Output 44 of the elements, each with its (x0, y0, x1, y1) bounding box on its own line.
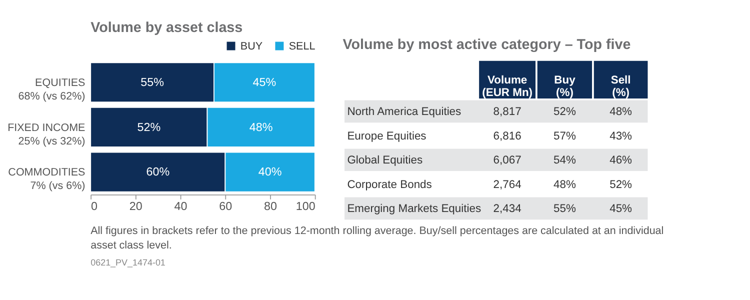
data-label: 52% (137, 120, 161, 134)
data-label: 40% (258, 166, 282, 179)
text: 52% (610, 178, 632, 191)
category-label: Global Equities (347, 154, 423, 167)
x-tick-label: 80 (264, 200, 278, 214)
y-tick-label: COMMODITIES 7% (vs 6%) (8, 166, 86, 192)
legend-label: BUY (240, 40, 263, 53)
category-label: Buy (%) (554, 74, 576, 99)
text: 6,816 (493, 130, 522, 142)
y-tick-label: FIXED INCOME 25% (vs 32%) (8, 122, 86, 148)
x-tick-label: 0 (91, 200, 98, 214)
category-label: Volume (EUR Mn) (482, 74, 533, 99)
text: 8,817 (493, 106, 522, 118)
data-label: 60% (146, 166, 170, 179)
text: 6,067 (493, 154, 522, 167)
chart-title: Volume by asset class (90, 20, 243, 36)
text: 52% (554, 106, 576, 118)
text: 45% (610, 202, 632, 215)
text: All figures in brackets refer to the previous 12-month rolling average. Buy/sell percentages are calculated at an individual asset class level. (90, 224, 664, 252)
text: 0621_PV_1474-01 (90, 257, 166, 268)
category-label: Sell (%) (610, 74, 631, 99)
x-tick-label: 20 (129, 200, 143, 214)
category-label: Corporate Bonds (347, 178, 432, 191)
x-tick-label: 100 (296, 200, 316, 214)
data-label: 45% (252, 76, 276, 89)
text: 57% (554, 130, 576, 142)
y-tick-label: EQUITIES 68% (vs 62%) (18, 76, 86, 102)
category-label: Europe Equities (347, 130, 426, 142)
data-label: 48% (249, 120, 273, 134)
text: 46% (610, 154, 632, 167)
category-label: North America Equities (347, 106, 462, 118)
text: 2,434 (493, 202, 522, 215)
legend-label: SELL (288, 40, 316, 53)
text: 43% (610, 130, 632, 142)
text: 2,764 (493, 178, 522, 191)
text: 48% (610, 106, 632, 118)
data-label: 55% (140, 76, 164, 89)
text: 48% (554, 178, 576, 191)
text: 55% (554, 202, 576, 215)
text: Volume by most active category – Top five (342, 37, 631, 54)
x-tick-label: 40 (174, 200, 188, 214)
x-tick-label: 60 (219, 200, 233, 214)
text: 54% (554, 154, 576, 167)
category-label: Emerging Markets Equities (347, 202, 482, 215)
